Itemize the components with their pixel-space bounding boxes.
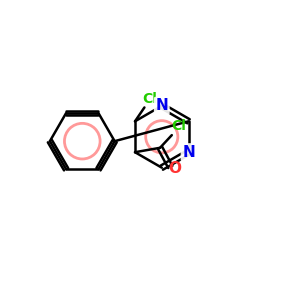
Text: Cl: Cl	[142, 92, 157, 106]
Text: N: N	[182, 145, 195, 160]
Text: Cl: Cl	[172, 119, 187, 133]
Text: N: N	[155, 98, 168, 113]
Text: O: O	[168, 161, 181, 176]
